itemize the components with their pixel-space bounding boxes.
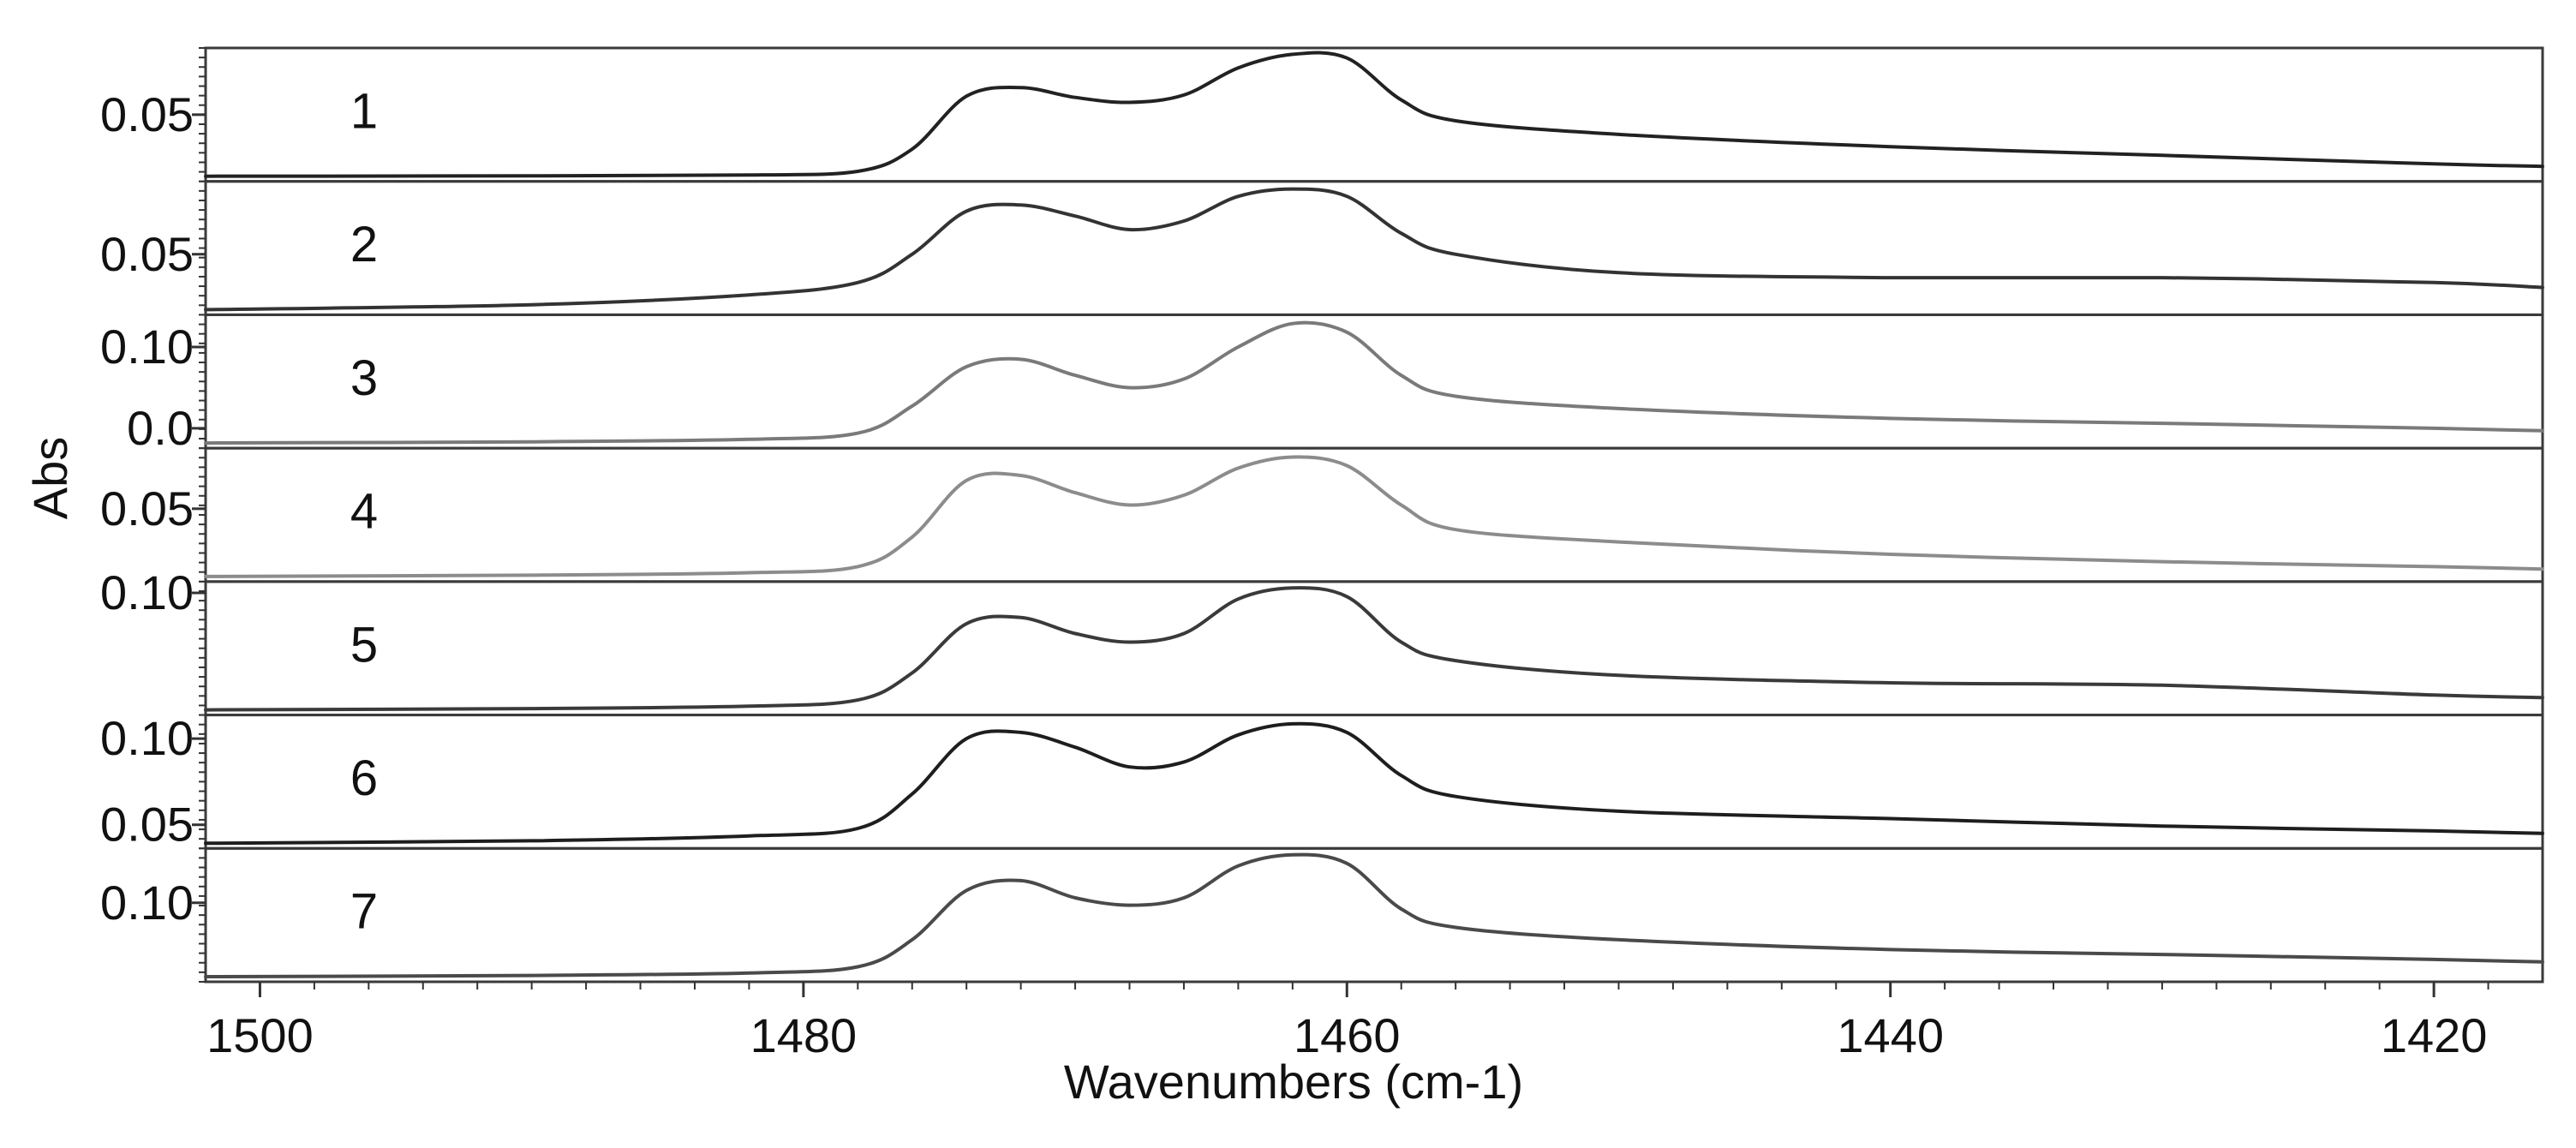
panel-label-7: 7 <box>350 884 378 940</box>
x-tick-label: 1440 <box>1837 1008 1944 1062</box>
panel-frame-7 <box>204 846 2544 984</box>
panel-frame-5 <box>204 580 2544 717</box>
panel-3: 0.10 0.0 3 <box>100 313 2544 455</box>
spectrum-line-1 <box>204 51 2544 178</box>
spectrum-line-3 <box>204 320 2544 445</box>
panel-label-1: 1 <box>350 83 378 139</box>
y-tick-label: 0.10 <box>100 320 194 374</box>
x-tick-label: 1480 <box>750 1008 858 1062</box>
spectrum-line-7 <box>204 852 2544 978</box>
panel-label-3: 3 <box>350 350 378 406</box>
spectrum-line-2 <box>204 187 2544 312</box>
panel-frame-3 <box>204 313 2544 450</box>
x-tick-label: 1420 <box>2381 1008 2488 1062</box>
spectrum-line-6 <box>204 721 2544 846</box>
panel-4: 0.05 4 <box>100 446 2544 583</box>
panel-2: 0.05 2 <box>100 180 2544 316</box>
panel-label-4: 4 <box>350 484 378 540</box>
panel-frame-6 <box>204 714 2544 850</box>
spectrum-line-4 <box>204 455 2544 578</box>
y-axis-title: Abs <box>23 437 77 520</box>
y-tick-label: 0.05 <box>100 798 194 852</box>
x-axis: 1500 1480 1460 1440 1420 <box>206 982 2489 1062</box>
y-tick-label: 0.05 <box>100 227 194 281</box>
panel-5: 0.10 5 <box>100 565 2544 717</box>
panel-7: 0.10 7 <box>100 846 2544 984</box>
panel-6: 0.10 0.05 6 <box>100 711 2544 852</box>
panel-1: 0.05 1 <box>100 46 2544 183</box>
panel-label-5: 5 <box>350 617 378 673</box>
y-tick-label: 0.10 <box>100 711 194 765</box>
y-tick-label: 0.05 <box>100 87 194 141</box>
panels-layer: 0.05 10.05 20.100.030.05 40.1050.100.0560.1… <box>100 46 2544 984</box>
x-tick-label: 1500 <box>206 1008 314 1062</box>
x-tick-label: 1460 <box>1294 1008 1401 1062</box>
y-tick-label: 0.10 <box>100 565 194 619</box>
y-tick-label: 0.0 <box>127 401 194 455</box>
spectrum-line-5 <box>204 586 2544 712</box>
panel-frame-2 <box>204 180 2544 316</box>
panel-frame-1 <box>204 46 2544 183</box>
y-tick-label: 0.10 <box>100 876 194 930</box>
y-tick-label: 0.05 <box>100 481 194 535</box>
x-axis-title: Wavenumbers (cm-1) <box>1064 1055 1523 1109</box>
panel-label-6: 6 <box>350 750 378 806</box>
panel-label-2: 2 <box>350 217 378 272</box>
